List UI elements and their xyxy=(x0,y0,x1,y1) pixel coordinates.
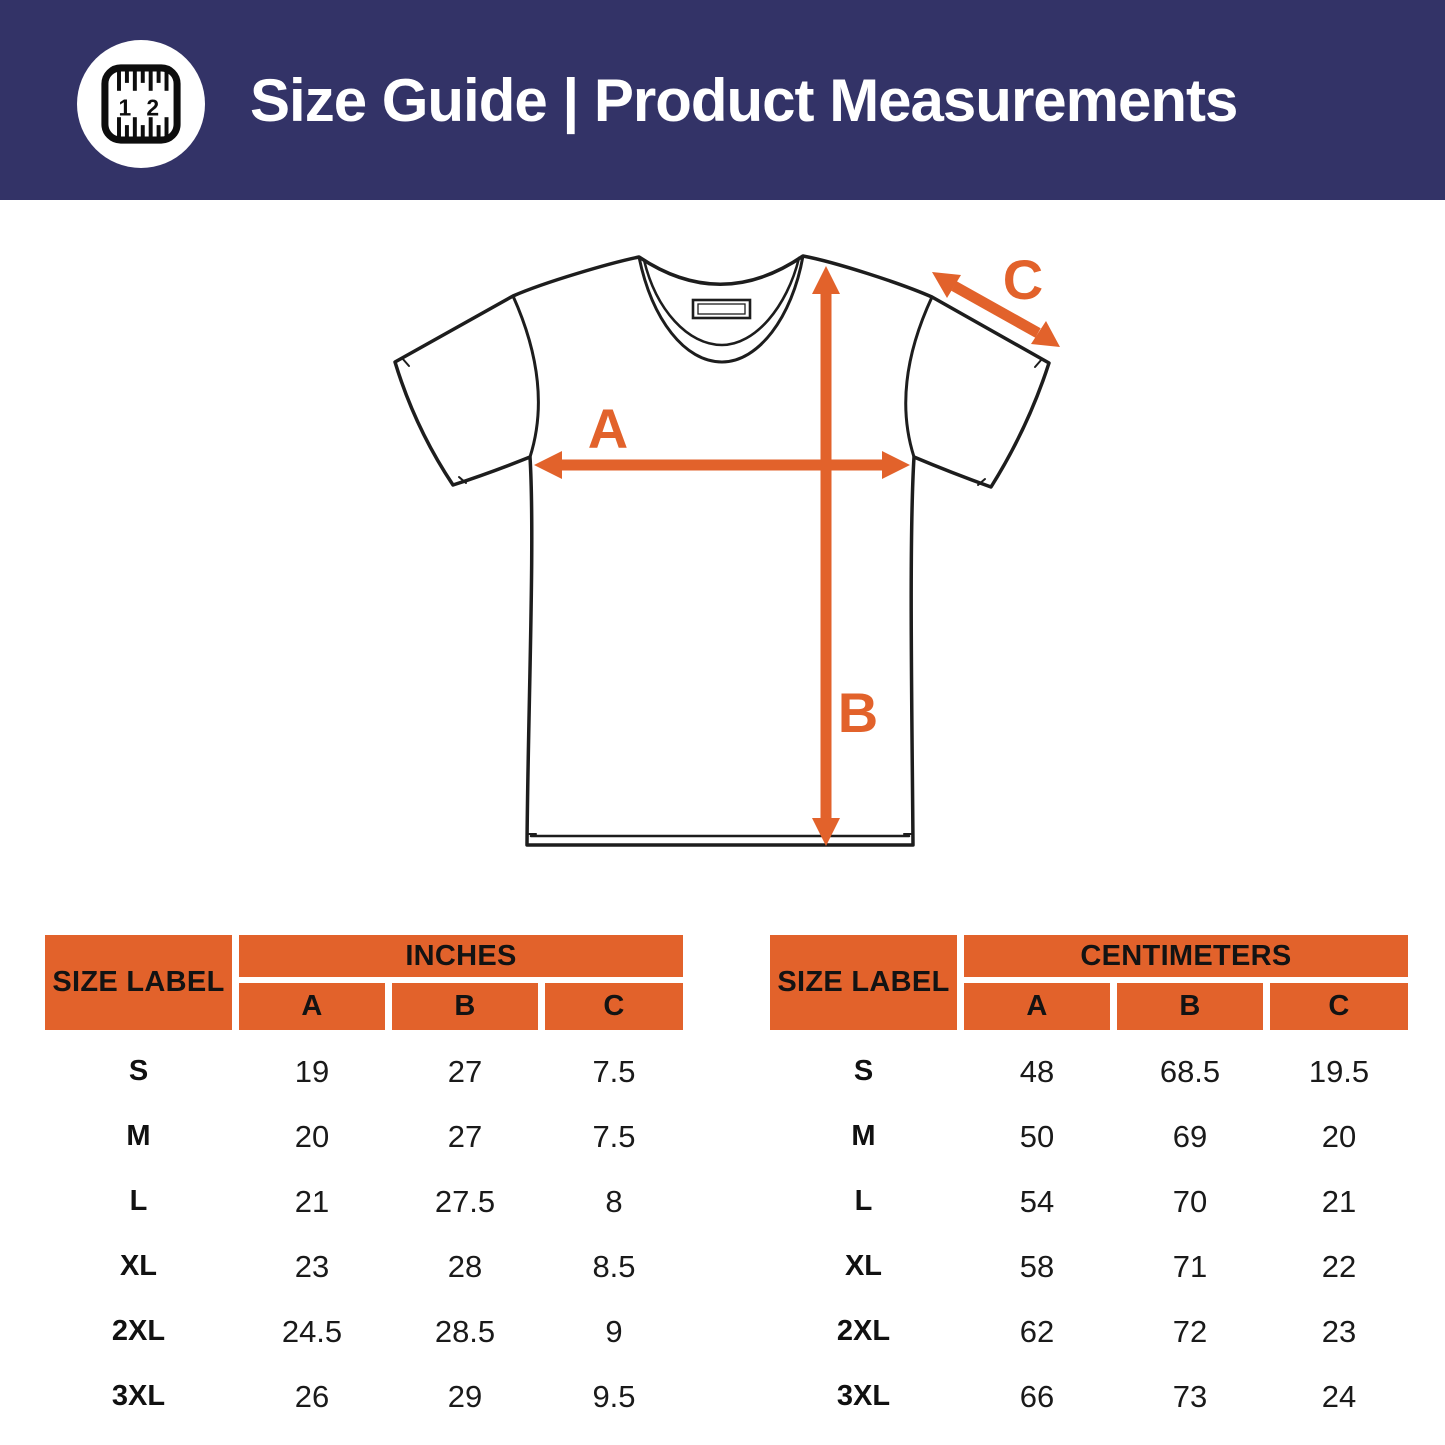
size-table-inches-header: SIZE LABEL INCHES A B C xyxy=(45,935,683,1030)
value-b: 28.5 xyxy=(434,1313,496,1349)
size-label: XL xyxy=(119,1250,158,1282)
value-c: 7.5 xyxy=(592,1118,636,1154)
value-c: 23 xyxy=(1321,1313,1357,1349)
value-a: 58 xyxy=(1019,1248,1055,1284)
size-label: S xyxy=(853,1055,874,1087)
size-table-inches: SIZE LABEL INCHES A B C S 19 27 7.5 M 20… xyxy=(45,935,683,1429)
value-a: 54 xyxy=(1019,1183,1055,1219)
size-table-centimeters: SIZE LABEL CENTIMETERS A B C S 48 68.5 1… xyxy=(770,935,1408,1429)
value-c: 19.5 xyxy=(1308,1053,1370,1089)
size-label: L xyxy=(854,1185,873,1217)
value-c: 8 xyxy=(605,1183,623,1219)
size-label: XL xyxy=(844,1250,883,1282)
measure-label-a: A xyxy=(588,397,628,460)
value-b: 68.5 xyxy=(1159,1053,1221,1089)
value-c: 21 xyxy=(1321,1183,1357,1219)
size-label-header: SIZE LABEL xyxy=(770,935,957,1030)
value-a: 66 xyxy=(1019,1378,1055,1414)
value-a: 26 xyxy=(294,1378,330,1414)
value-a: 24.5 xyxy=(281,1313,343,1349)
size-label: M xyxy=(126,1120,151,1152)
value-b: 69 xyxy=(1172,1118,1208,1154)
value-c: 24 xyxy=(1321,1378,1357,1414)
value-a: 62 xyxy=(1019,1313,1055,1349)
size-label: 2XL xyxy=(111,1315,166,1347)
page-title: Size Guide | Product Measurements xyxy=(250,66,1238,134)
ruler-icon: 1 2 xyxy=(101,64,181,144)
column-header-b: B xyxy=(1117,983,1263,1030)
value-c: 7.5 xyxy=(592,1053,636,1089)
value-b: 73 xyxy=(1172,1378,1208,1414)
value-c: 22 xyxy=(1321,1248,1357,1284)
column-header-c: C xyxy=(545,983,683,1030)
value-c: 9.5 xyxy=(592,1378,636,1414)
value-b: 27 xyxy=(447,1053,483,1089)
value-b: 70 xyxy=(1172,1183,1208,1219)
measure-label-b: B xyxy=(838,681,878,744)
value-a: 21 xyxy=(294,1183,330,1219)
size-label: 2XL xyxy=(836,1315,891,1347)
value-b: 27 xyxy=(447,1118,483,1154)
size-table-centimeters-body: S 48 68.5 19.5 M 50 69 20 L 54 70 21 XL … xyxy=(770,1037,1408,1429)
size-label: 3XL xyxy=(836,1380,891,1412)
value-a: 19 xyxy=(294,1053,330,1089)
value-c: 8.5 xyxy=(592,1248,636,1284)
header-band: 1 2 Size Guide | Product Measurements xyxy=(0,0,1445,200)
column-header-b: B xyxy=(392,983,538,1030)
value-c: 9 xyxy=(605,1313,623,1349)
size-label: M xyxy=(851,1120,876,1152)
size-label: S xyxy=(128,1055,149,1087)
value-a: 20 xyxy=(294,1118,330,1154)
size-table-inches-body: S 19 27 7.5 M 20 27 7.5 L 21 27.5 8 XL 2… xyxy=(45,1037,683,1429)
measure-label-c: C xyxy=(1003,248,1043,311)
ruler-icon-digits: 1 2 xyxy=(119,94,164,120)
unit-header-inches: INCHES xyxy=(239,935,683,977)
value-b: 29 xyxy=(447,1378,483,1414)
neck-label-tag xyxy=(691,298,752,320)
value-b: 72 xyxy=(1172,1313,1208,1349)
measure-arrow-c: C xyxy=(932,248,1060,347)
measure-arrow-b: B xyxy=(812,266,878,846)
tshirt-collar xyxy=(637,254,805,364)
value-b: 71 xyxy=(1172,1248,1208,1284)
logo-circle: 1 2 xyxy=(77,40,205,168)
value-a: 23 xyxy=(294,1248,330,1284)
value-a: 50 xyxy=(1019,1118,1055,1154)
size-label: 3XL xyxy=(111,1380,166,1412)
size-label-header: SIZE LABEL xyxy=(45,935,232,1030)
unit-header-centimeters: CENTIMETERS xyxy=(964,935,1408,977)
column-header-a: A xyxy=(964,983,1110,1030)
tshirt-measurement-diagram: A B C xyxy=(393,248,1060,847)
tshirt-outline xyxy=(393,254,1051,847)
column-header-c: C xyxy=(1270,983,1408,1030)
value-b: 27.5 xyxy=(434,1183,496,1219)
column-header-a: A xyxy=(239,983,385,1030)
value-c: 20 xyxy=(1321,1118,1357,1154)
size-label: L xyxy=(129,1185,148,1217)
value-a: 48 xyxy=(1019,1053,1055,1089)
value-b: 28 xyxy=(447,1248,483,1284)
size-table-centimeters-header: SIZE LABEL CENTIMETERS A B C xyxy=(770,935,1408,1030)
